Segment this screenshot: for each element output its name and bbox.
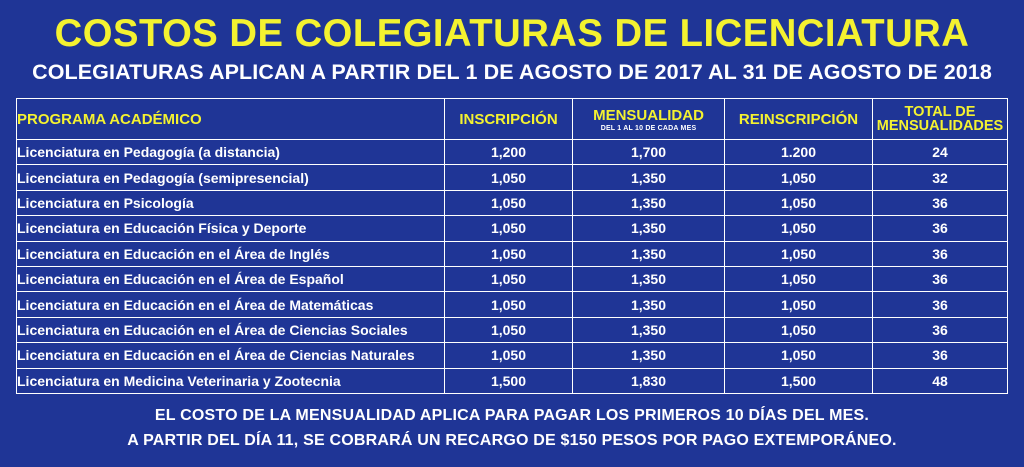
cell-program: Licenciatura en Pedagogía (a distancia) [16, 138, 445, 166]
table-header: PROGRAMA ACADÉMICO INSCRIPCIÓN MENSUALID… [16, 98, 1008, 140]
table-row: Licenciatura en Pedagogía (semipresencia… [16, 164, 1008, 191]
cell-reinscription: 1,500 [724, 367, 873, 394]
cell-total: 36 [872, 291, 1008, 318]
cell-monthly: 1,350 [572, 291, 725, 318]
header-monthly-label: MENSUALIDAD [593, 106, 704, 124]
header-total-line1: TOTAL DE [904, 104, 976, 120]
cell-inscription: 1,050 [444, 164, 573, 191]
header-monthly: MENSUALIDAD DEL 1 AL 10 DE CADA MES [572, 98, 725, 140]
header-row: PROGRAMA ACADÉMICO INSCRIPCIÓN MENSUALID… [16, 98, 1008, 140]
header-total: TOTAL DE MENSUALIDADES [872, 98, 1008, 140]
cell-program: Licenciatura en Educación en el Área de … [16, 291, 445, 318]
cell-reinscription: 1,050 [724, 240, 873, 267]
cell-inscription: 1,050 [444, 265, 573, 293]
table-row: Licenciatura en Educación en el Área de … [16, 291, 1008, 318]
cell-inscription: 1,050 [444, 240, 573, 267]
table-row: Licenciatura en Educación Física y Depor… [16, 215, 1008, 242]
cell-inscription: 1,200 [444, 138, 573, 166]
cell-monthly: 1,350 [572, 164, 725, 191]
cell-monthly: 1,830 [572, 367, 725, 394]
cell-total: 36 [872, 215, 1008, 242]
cell-inscription: 1,500 [444, 367, 573, 394]
table-row: Licenciatura en Pedagogía (a distancia) 1… [16, 138, 1008, 166]
page-title: COSTOS DE COLEGIATURAS DE LICENCIATURA [54, 12, 970, 55]
cell-reinscription: 1,050 [724, 164, 873, 191]
cell-program: Licenciatura en Medicina Veterinaria y Z… [16, 367, 445, 394]
cell-total: 36 [872, 342, 1008, 369]
cell-program: Licenciatura en Educación Física y Depor… [16, 215, 445, 242]
table-row: Licenciatura en Educación en el Área de … [16, 240, 1008, 267]
cell-monthly: 1,350 [572, 316, 725, 344]
cell-reinscription: 1,050 [724, 265, 873, 293]
cell-total: 36 [872, 189, 1008, 217]
cell-program: Licenciatura en Psicología [16, 189, 445, 217]
cell-program: Licenciatura en Pedagogía (semipresencia… [16, 164, 445, 191]
cell-inscription: 1,050 [444, 316, 573, 344]
table-row: Licenciatura en Medicina Veterinaria y Z… [16, 367, 1008, 394]
table-body: Licenciatura en Pedagogía (a distancia) 1… [16, 138, 1008, 394]
cell-monthly: 1,350 [572, 215, 725, 242]
table-row: Licenciatura en Educación en el Área de … [16, 316, 1008, 344]
header-total-line2: MENSUALIDADES [876, 118, 1004, 134]
cell-program: Licenciatura en Educación en el Área de … [16, 265, 445, 293]
cell-reinscription: 1.200 [724, 138, 873, 166]
note-line-2: A PARTIR DEL DÍA 11, SE COBRARÁ UN RECAR… [127, 432, 897, 449]
table-row: Licenciatura en Psicología 1,050 1,350 1,05… [16, 189, 1008, 217]
cell-total: 36 [872, 316, 1008, 344]
table-row: Licenciatura en Educación en el Área de … [16, 265, 1008, 293]
cell-reinscription: 1,050 [724, 316, 873, 344]
cell-program: Licenciatura en Educación en el Área de … [16, 316, 445, 344]
cell-monthly: 1,700 [572, 138, 725, 166]
cell-inscription: 1,050 [444, 215, 573, 242]
cell-monthly: 1,350 [572, 189, 725, 217]
header-reinscription: REINSCRIPCIÓN [724, 98, 873, 140]
cell-reinscription: 1,050 [724, 189, 873, 217]
cell-total: 24 [872, 138, 1008, 166]
header-monthly-note: DEL 1 AL 10 DE CADA MES [600, 124, 697, 132]
cell-monthly: 1,350 [572, 342, 725, 369]
cell-reinscription: 1,050 [724, 342, 873, 369]
tuition-table: PROGRAMA ACADÉMICO INSCRIPCIÓN MENSUALID… [16, 98, 1008, 394]
cell-total: 48 [872, 367, 1008, 394]
cell-inscription: 1,050 [444, 291, 573, 318]
cell-inscription: 1,050 [444, 189, 573, 217]
cell-program: Licenciatura en Educación en el Área de … [16, 240, 445, 267]
cell-total: 36 [872, 265, 1008, 293]
header-program: PROGRAMA ACADÉMICO [16, 98, 445, 140]
cell-monthly: 1,350 [572, 265, 725, 293]
cell-inscription: 1,050 [444, 342, 573, 369]
cell-reinscription: 1,050 [724, 215, 873, 242]
header-inscription: INSCRIPCIÓN [444, 98, 573, 140]
cell-total: 32 [872, 164, 1008, 191]
cell-monthly: 1,350 [572, 240, 725, 267]
cell-total: 36 [872, 240, 1008, 267]
table-row: Licenciatura en Educación en el Área de … [16, 342, 1008, 369]
cell-program: Licenciatura en Educación en el Área de … [16, 342, 445, 369]
page-subtitle: COLEGIATURAS APLICAN A PARTIR DEL 1 DE A… [32, 60, 992, 84]
cell-reinscription: 1,050 [724, 291, 873, 318]
note-line-1: EL COSTO DE LA MENSUALIDAD APLICA PARA P… [154, 407, 870, 424]
